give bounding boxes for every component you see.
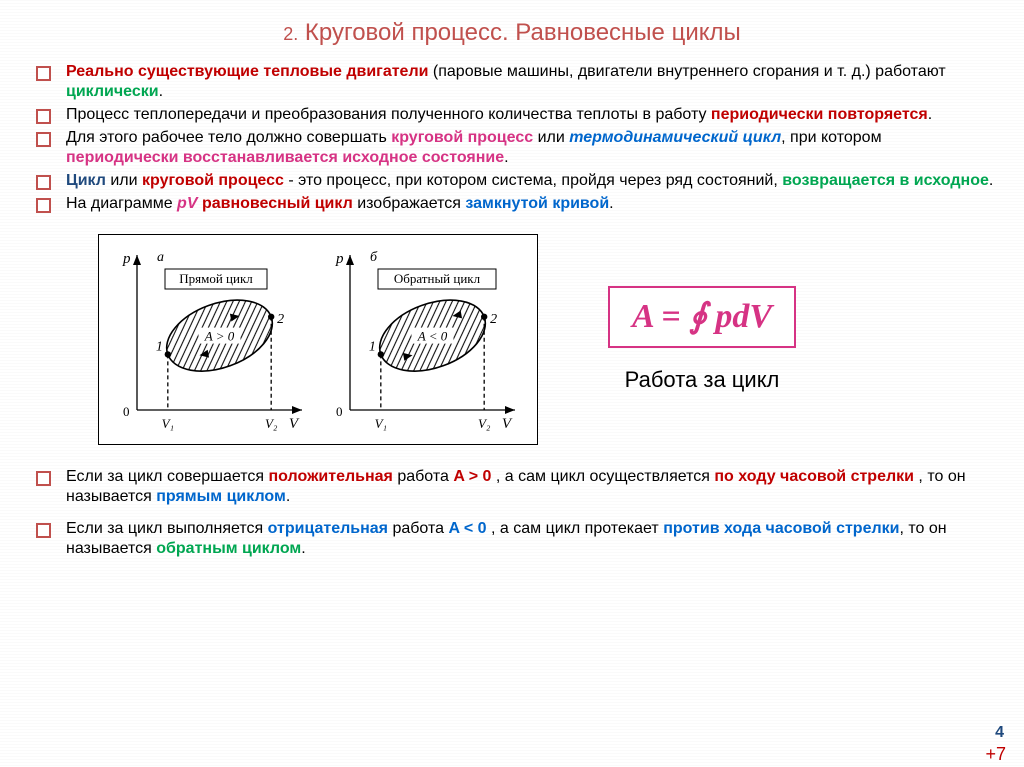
svg-text:а: а [157, 250, 164, 265]
bullet-item: Цикл или круговой процесс - это процесс,… [66, 171, 996, 191]
svg-text:б: б [370, 250, 378, 265]
svg-text:0: 0 [123, 404, 130, 419]
page-number: 4 [995, 723, 1004, 743]
svg-text:A < 0: A < 0 [417, 329, 448, 344]
svg-text:Прямой цикл: Прямой цикл [179, 271, 253, 286]
formula-caption: Работа за цикл [625, 366, 780, 394]
svg-text:0: 0 [336, 404, 343, 419]
formula-box: A = ∮ pdV [608, 286, 796, 349]
title-number: 2. [283, 24, 298, 44]
svg-text:V: V [502, 416, 513, 432]
bullet-item: На диаграмме pV равновесный цикл изображ… [66, 194, 996, 214]
slide-title: 2. Круговой процесс. Равновесные циклы [28, 18, 996, 48]
svg-text:V: V [289, 416, 300, 432]
pv-diagram-box: p V 0 а Прямой цикл A > 0 1 2 V₁ V₂ p V 0 б Обратный ц… [98, 234, 538, 445]
pv-panel: p V 0 а Прямой цикл A > 0 1 2 V₁ V₂ [109, 243, 314, 438]
bullet-item: Если за цикл совершается положительная р… [66, 467, 996, 507]
svg-text:V₂: V₂ [265, 416, 278, 431]
bullet-item: Процесс теплопередачи и преобразования п… [66, 105, 996, 125]
bullet-item: Если за цикл выполняется отрицательная р… [66, 519, 996, 559]
bottom-bullet-list: Если за цикл совершается положительная р… [28, 467, 996, 559]
plus-seven: +7 [985, 743, 1006, 766]
bullet-item: Для этого рабочее тело должно совершать … [66, 128, 996, 168]
title-text: Круговой процесс. Равновесные циклы [305, 19, 741, 46]
svg-text:A > 0: A > 0 [204, 329, 235, 344]
svg-text:V₁: V₁ [375, 416, 387, 431]
bullet-item: Реально существующие тепловые двигатели … [66, 62, 996, 102]
formula-text: A = ∮ pdV [632, 298, 772, 335]
formula-column: A = ∮ pdV Работа за цикл [608, 286, 796, 394]
svg-text:1: 1 [369, 339, 376, 354]
svg-text:p: p [122, 251, 131, 267]
svg-text:1: 1 [156, 339, 163, 354]
svg-text:2: 2 [277, 312, 284, 327]
svg-text:2: 2 [490, 312, 497, 327]
top-bullet-list: Реально существующие тепловые двигатели … [28, 62, 996, 214]
svg-text:p: p [335, 251, 344, 267]
svg-text:V₁: V₁ [162, 416, 174, 431]
svg-text:Обратный цикл: Обратный цикл [394, 271, 481, 286]
pv-panel: p V 0 б Обратный цикл A < 0 1 2 V₁ V₂ [322, 243, 527, 438]
svg-text:V₂: V₂ [478, 416, 491, 431]
middle-row: p V 0 а Прямой цикл A > 0 1 2 V₁ V₂ p V 0 б Обратный ц… [98, 234, 996, 445]
